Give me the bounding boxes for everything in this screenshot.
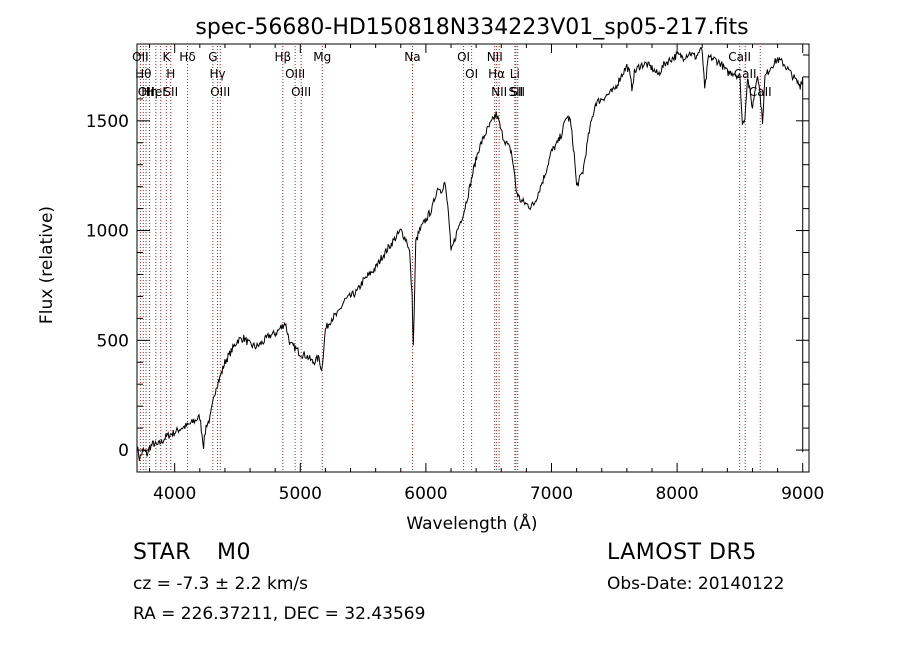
spectral-line-label: K	[162, 50, 171, 64]
x-tick-label: 6000	[404, 484, 447, 504]
spectral-line-label: HeI	[146, 85, 166, 99]
plot-frame	[136, 43, 810, 473]
spectral-line-label: NII	[487, 50, 503, 64]
y-tick-label: 0	[118, 441, 129, 461]
spectral-subclass: M0	[217, 540, 252, 565]
survey-name: LAMOST DR5	[607, 540, 757, 565]
spectral-line-label: H	[166, 67, 175, 81]
spectral-line-label: NII	[491, 85, 507, 99]
y-tick-label: 1500	[86, 112, 129, 132]
spectral-line-label: OIII	[291, 85, 311, 99]
object-class-line: STAR M0	[133, 540, 251, 565]
spectral-line-label: Hβ	[274, 50, 291, 64]
spectral-line-label: CaII	[734, 67, 757, 81]
spectral-line-label: Na	[404, 50, 420, 64]
x-tick-label: 7000	[530, 484, 573, 504]
spectral-line-label: OII	[138, 85, 155, 99]
x-tick-label: 4000	[153, 484, 196, 504]
y-axis-label: Flux (relative)	[37, 206, 57, 324]
x-axis-label: Wavelength (Å)	[406, 512, 537, 534]
spectral-line-label: OIII	[210, 85, 230, 99]
spectral-line-label: SII	[510, 85, 525, 99]
spectral-line-label: SII	[508, 85, 523, 99]
spectral-line-label: SII	[163, 85, 178, 99]
x-tick-label: 9000	[781, 484, 824, 504]
chart-title: spec-56680-HD150818N334223V01_sp05-217.f…	[195, 15, 748, 40]
redshift-text: cz = -7.3 ± 2.2 km/s	[133, 574, 308, 594]
y-tick-label: 1000	[86, 222, 129, 242]
spectral-line-label: Hγ	[209, 67, 225, 81]
spectral-line-label: OIII	[285, 67, 305, 81]
spectral-line-label: OI	[465, 67, 478, 81]
coordinates-text: RA = 226.37211, DEC = 32.43569	[133, 604, 426, 624]
spectral-line-label: Mg	[313, 50, 331, 64]
spectral-line-label: Hδ	[179, 50, 195, 64]
y-tick-label: 500	[97, 331, 129, 351]
spectral-line-label: Li	[510, 67, 520, 81]
spectral-line-label: OII	[132, 50, 149, 64]
spectrum-trace	[136, 47, 804, 462]
spectral-line-label: Hθ	[135, 67, 151, 81]
obs-date: Obs-Date: 20140122	[607, 574, 785, 594]
x-tick-label: 8000	[655, 484, 698, 504]
spectral-line-label: G	[208, 50, 217, 64]
spectral-line-label: Hη	[141, 85, 158, 99]
x-tick-label: 5000	[279, 484, 322, 504]
spectral-line-label: CaII	[728, 50, 751, 64]
spectral-line-label: Hα	[488, 67, 505, 81]
object-class: STAR	[133, 540, 192, 565]
spectral-line-label: OI	[457, 50, 470, 64]
